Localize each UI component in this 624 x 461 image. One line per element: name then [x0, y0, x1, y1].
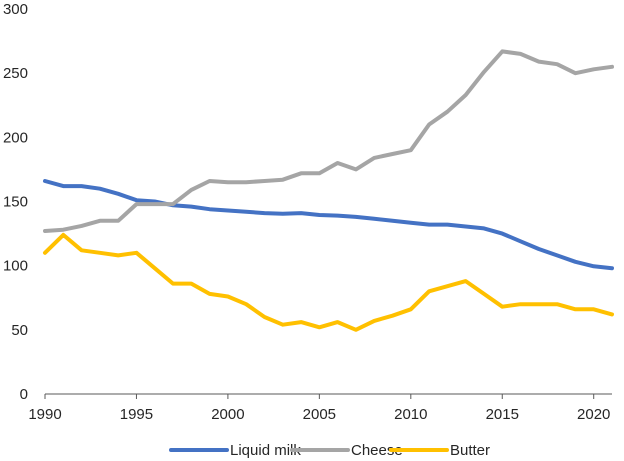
y-tick-label: 200 [3, 129, 28, 146]
x-tick-label: 2010 [394, 406, 427, 423]
x-tick-label: 2005 [303, 406, 336, 423]
series-line-liquid-milk [43, 179, 614, 271]
series-line-cheese [43, 49, 614, 233]
legend-label-butter: Butter [450, 442, 490, 459]
series-line-butter [43, 232, 614, 332]
x-tick-label: 2015 [486, 406, 519, 423]
legend-label-cheese: Cheese [351, 442, 403, 459]
y-tick-label: 100 [3, 258, 28, 275]
legend-label-liquid-milk: Liquid milk [230, 442, 301, 459]
x-tick-label: 2000 [211, 406, 244, 423]
y-tick-label: 50 [11, 322, 28, 339]
axes: 1990 1995 2000 2005 2010 2015 2020 0 50 100 150 200… [3, 1, 612, 423]
legend: Liquid milk Cheese Butter [169, 442, 490, 459]
x-tick-label: 1995 [120, 406, 153, 423]
y-tick-label: 300 [3, 1, 28, 18]
y-tick-label: 150 [3, 194, 28, 211]
y-tick-label: 0 [20, 386, 28, 403]
series-lines [43, 49, 614, 332]
x-tick-label: 1990 [28, 406, 61, 423]
y-tick-label: 250 [3, 65, 28, 82]
x-tick-label: 2020 [577, 406, 610, 423]
